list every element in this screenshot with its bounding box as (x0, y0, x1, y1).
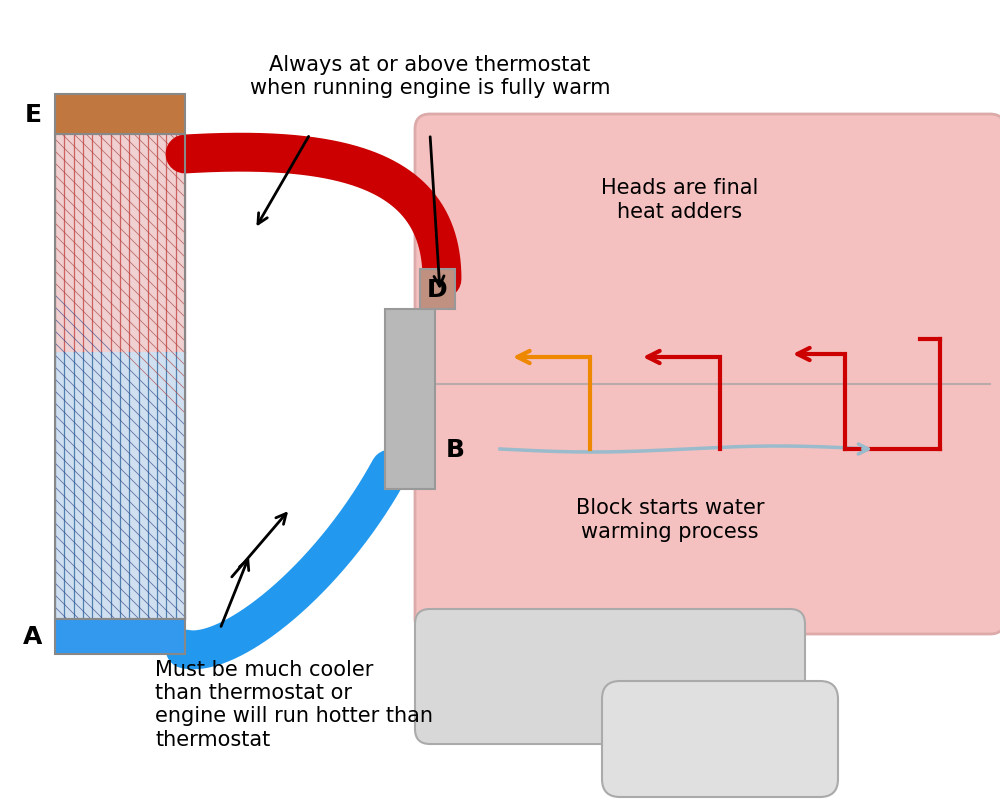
Text: Always at or above thermostat
when running engine is fully warm: Always at or above thermostat when runni… (250, 55, 610, 98)
FancyBboxPatch shape (415, 609, 805, 744)
Text: E: E (25, 103, 42, 127)
Text: Block starts water
warming process: Block starts water warming process (576, 498, 764, 541)
Text: B: B (446, 438, 465, 462)
Bar (55, 135, 185, 353)
Text: Must be much cooler
than thermostat or
engine will run hotter than
thermostat: Must be much cooler than thermostat or e… (155, 659, 433, 748)
Bar (55, 619, 185, 654)
Bar (55, 95, 185, 135)
FancyBboxPatch shape (602, 681, 838, 797)
Bar (55, 353, 185, 619)
Text: Heads are final
heat adders: Heads are final heat adders (601, 178, 759, 222)
Bar (385, 310, 435, 489)
Bar (420, 270, 455, 310)
Text: D: D (427, 278, 448, 302)
Bar (55, 135, 185, 619)
Text: A: A (23, 625, 43, 649)
FancyBboxPatch shape (415, 115, 1000, 634)
